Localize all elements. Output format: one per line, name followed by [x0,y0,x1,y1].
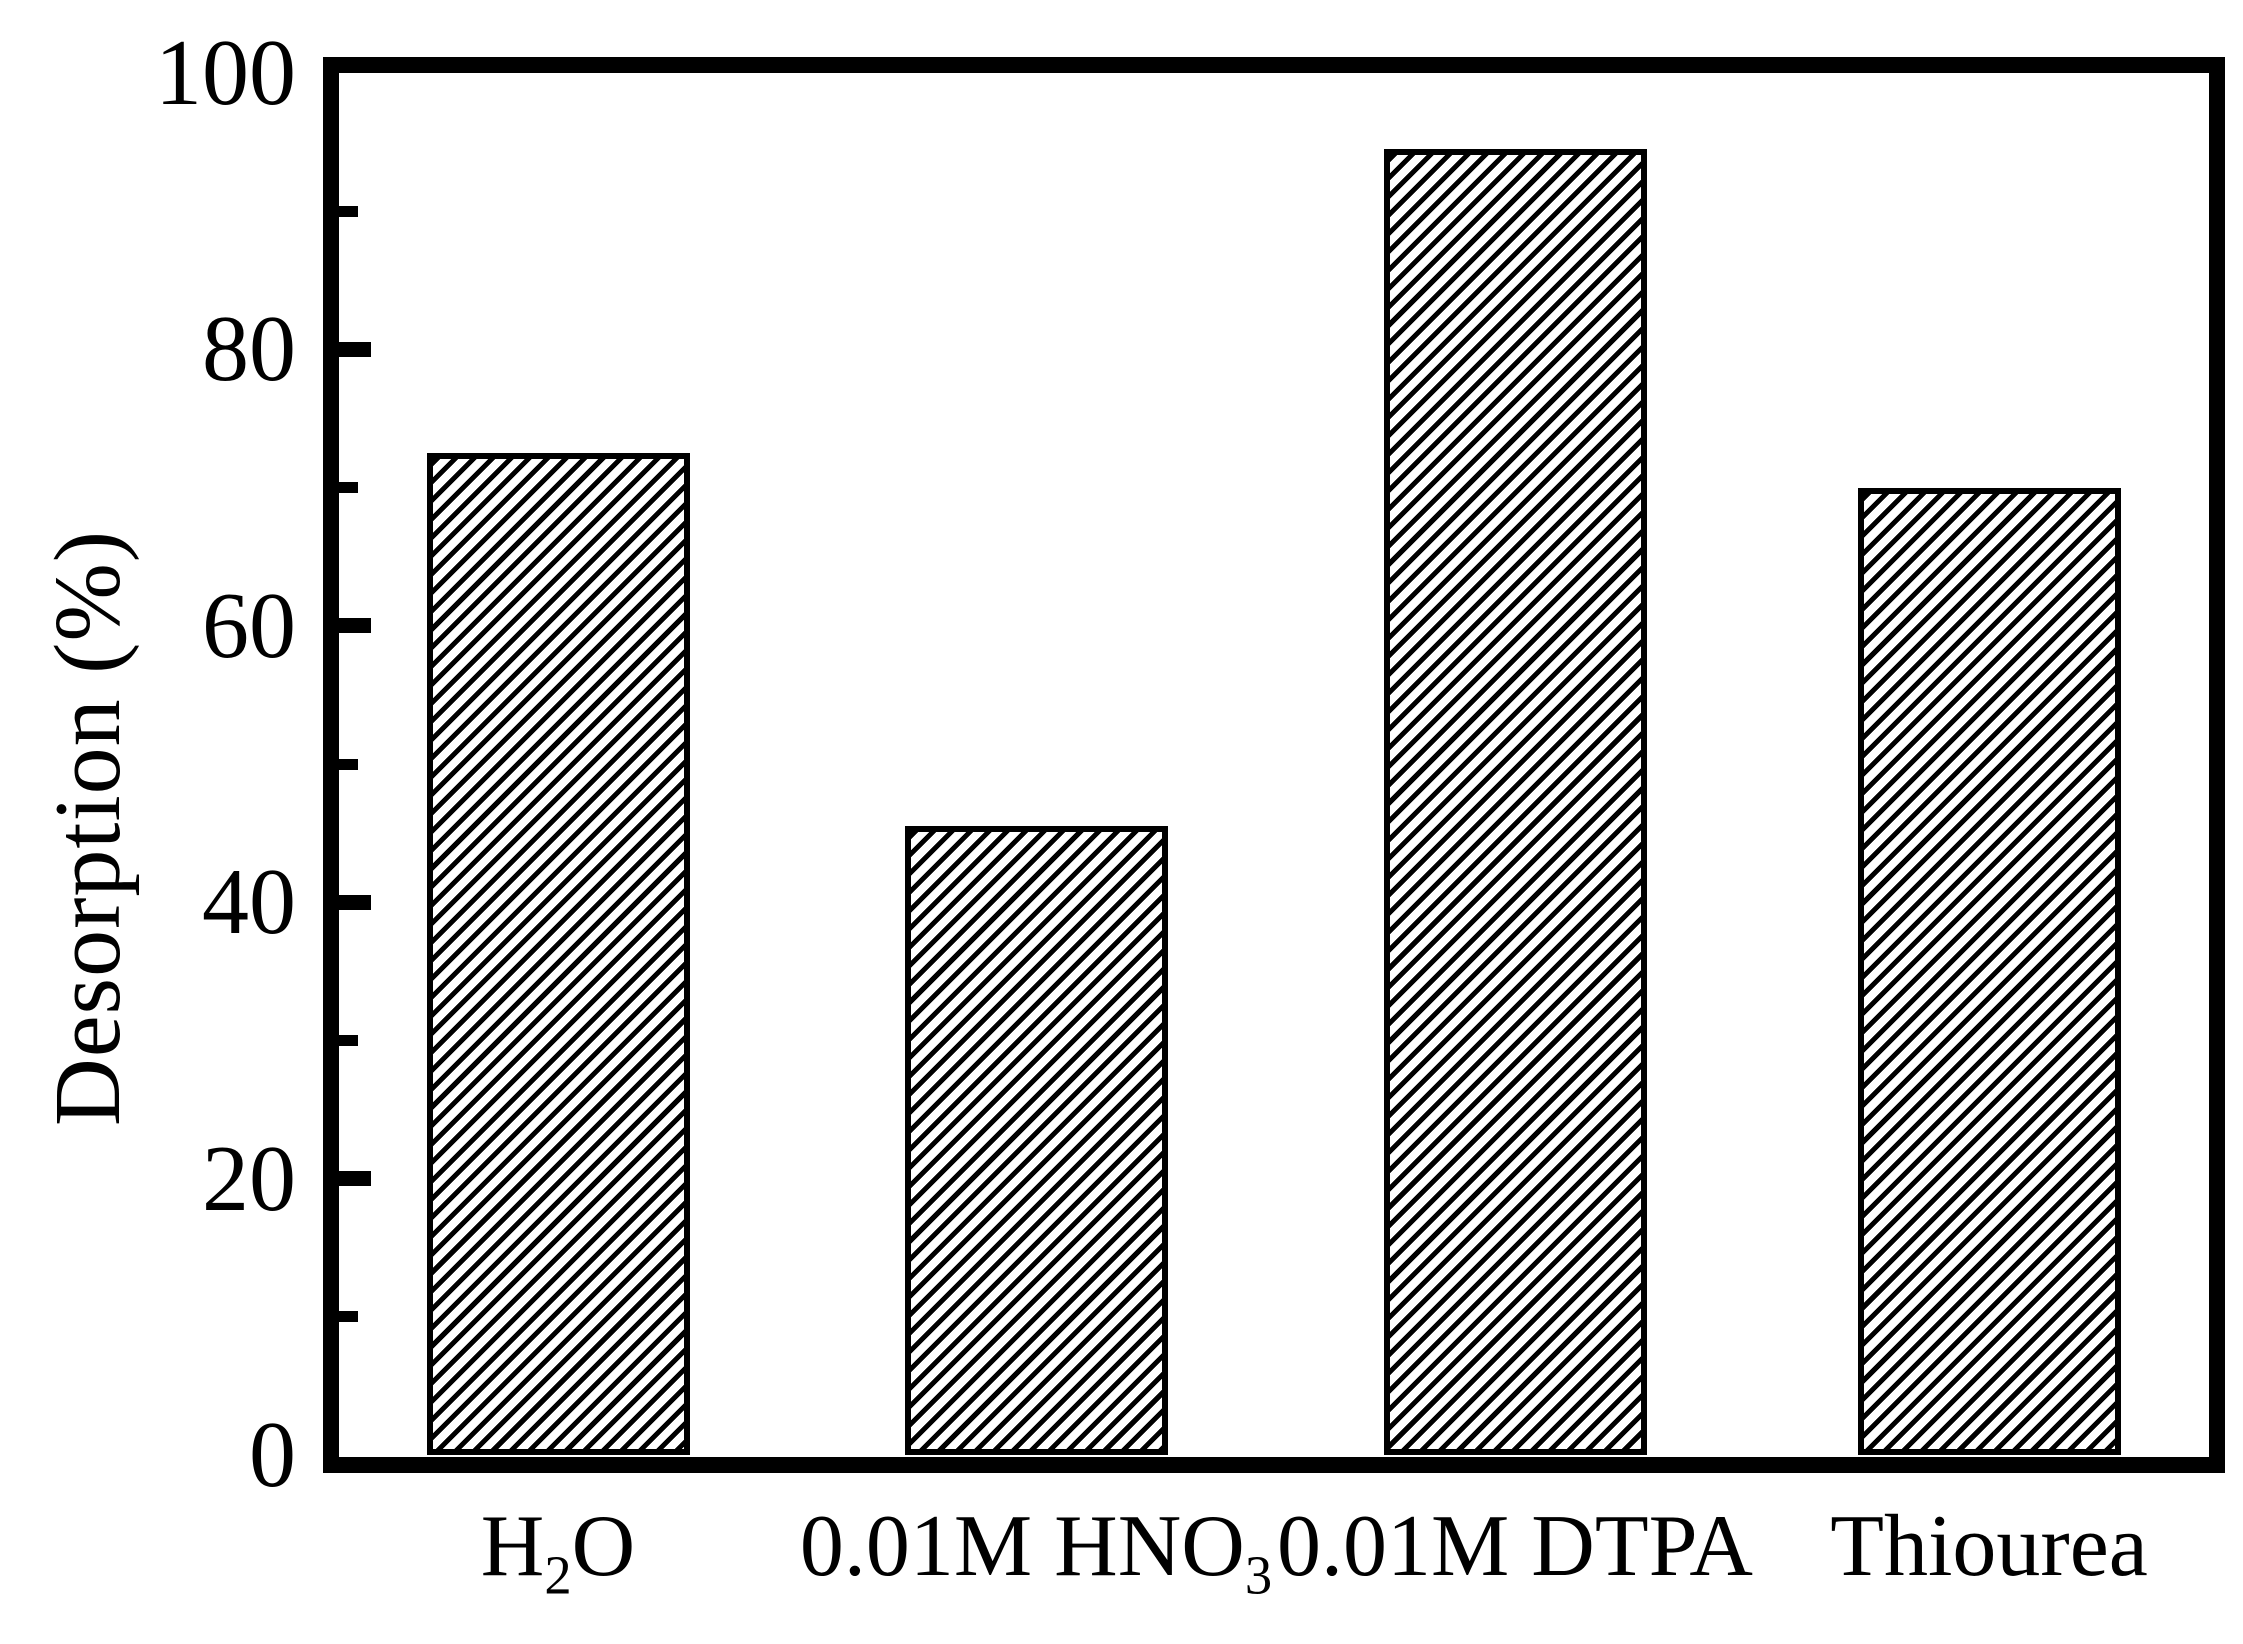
y-major-tick [339,1171,371,1187]
bar-3 [1383,149,1647,1455]
y-major-tick [339,618,371,634]
y-minor-tick [339,205,358,217]
label-text: Thiourea [1830,1498,2148,1595]
bar-4 [1857,487,2121,1455]
y-tick-label: 40 [202,850,296,955]
y-major-tick [339,341,371,357]
y-minor-tick [339,758,358,770]
label-text: 0.01M HNO [799,1498,1245,1595]
y-tick-label: 20 [202,1126,296,1231]
label-text: O [571,1498,636,1595]
y-tick-label: 100 [155,21,296,125]
y-minor-tick [339,1034,358,1046]
y-tick-label: 60 [202,573,296,678]
label-text: 0.01M DTPA [1277,1498,1753,1595]
x-category-label: 0.01M HNO3 [726,1497,1346,1602]
y-major-tick [339,894,371,910]
x-category-label: Thiourea [1679,1497,2243,1597]
label-text: H [480,1498,545,1595]
x-category-label: H2O [248,1497,868,1602]
subscript-text: 2 [544,1544,572,1606]
y-tick-label: 80 [202,297,296,402]
x-category-label: 0.01M DTPA [1205,1497,1825,1597]
y-minor-tick [339,482,358,494]
subscript-text: 3 [1244,1544,1273,1606]
bar-2 [904,826,1168,1455]
y-tick-label: 0 [249,1403,296,1507]
y-minor-tick [339,1311,358,1323]
bar-1 [426,453,690,1455]
